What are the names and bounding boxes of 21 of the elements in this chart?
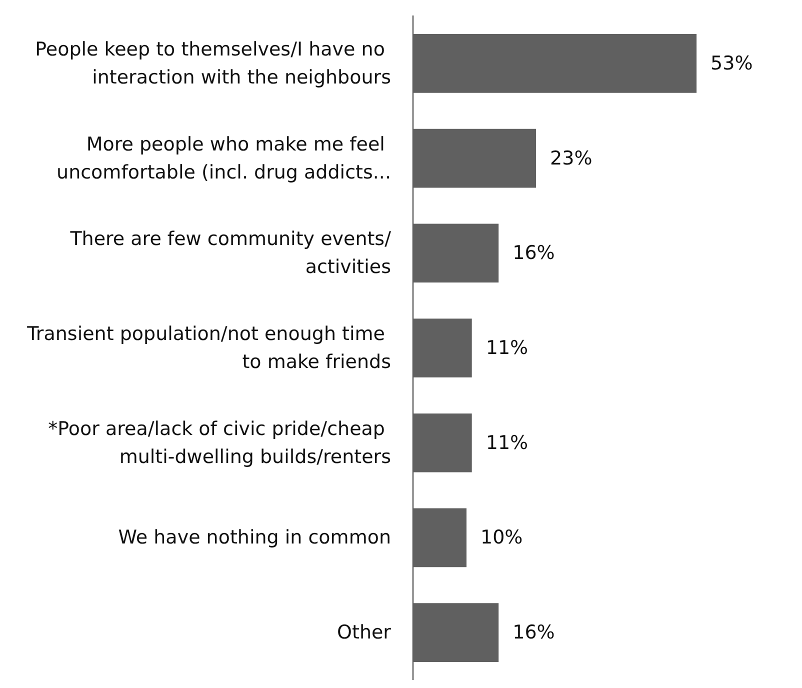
y-tick-label: There are few community events/activities [69, 228, 392, 278]
bar [413, 508, 466, 568]
data-label: 11% [486, 337, 528, 359]
bar [413, 603, 499, 662]
data-label: 23% [550, 147, 592, 170]
data-label: 11% [486, 432, 528, 454]
y-tick-label: Transient population/not enough time to make friends [26, 323, 391, 373]
y-tick-label: We have nothing in common [118, 526, 391, 549]
data-label: 10% [480, 526, 523, 549]
y-tick-label: More people who make me feel uncomfortable (incl. drug addicts... [56, 133, 391, 184]
data-label: 53% [710, 52, 753, 74]
bar [413, 318, 472, 378]
bar [413, 128, 536, 188]
y-tick-label: Other [337, 622, 392, 644]
data-label: 16% [512, 242, 555, 264]
y-tick-label: *Poor area/lack of civic pride/cheap multi-dwelling builds/renters [48, 418, 391, 468]
data-label: 16% [512, 622, 555, 644]
y-tick-label: People keep to themselves/I have no interaction with the neighbours [35, 38, 391, 88]
bar [413, 34, 697, 93]
bar [413, 413, 472, 472]
bar [413, 224, 499, 283]
